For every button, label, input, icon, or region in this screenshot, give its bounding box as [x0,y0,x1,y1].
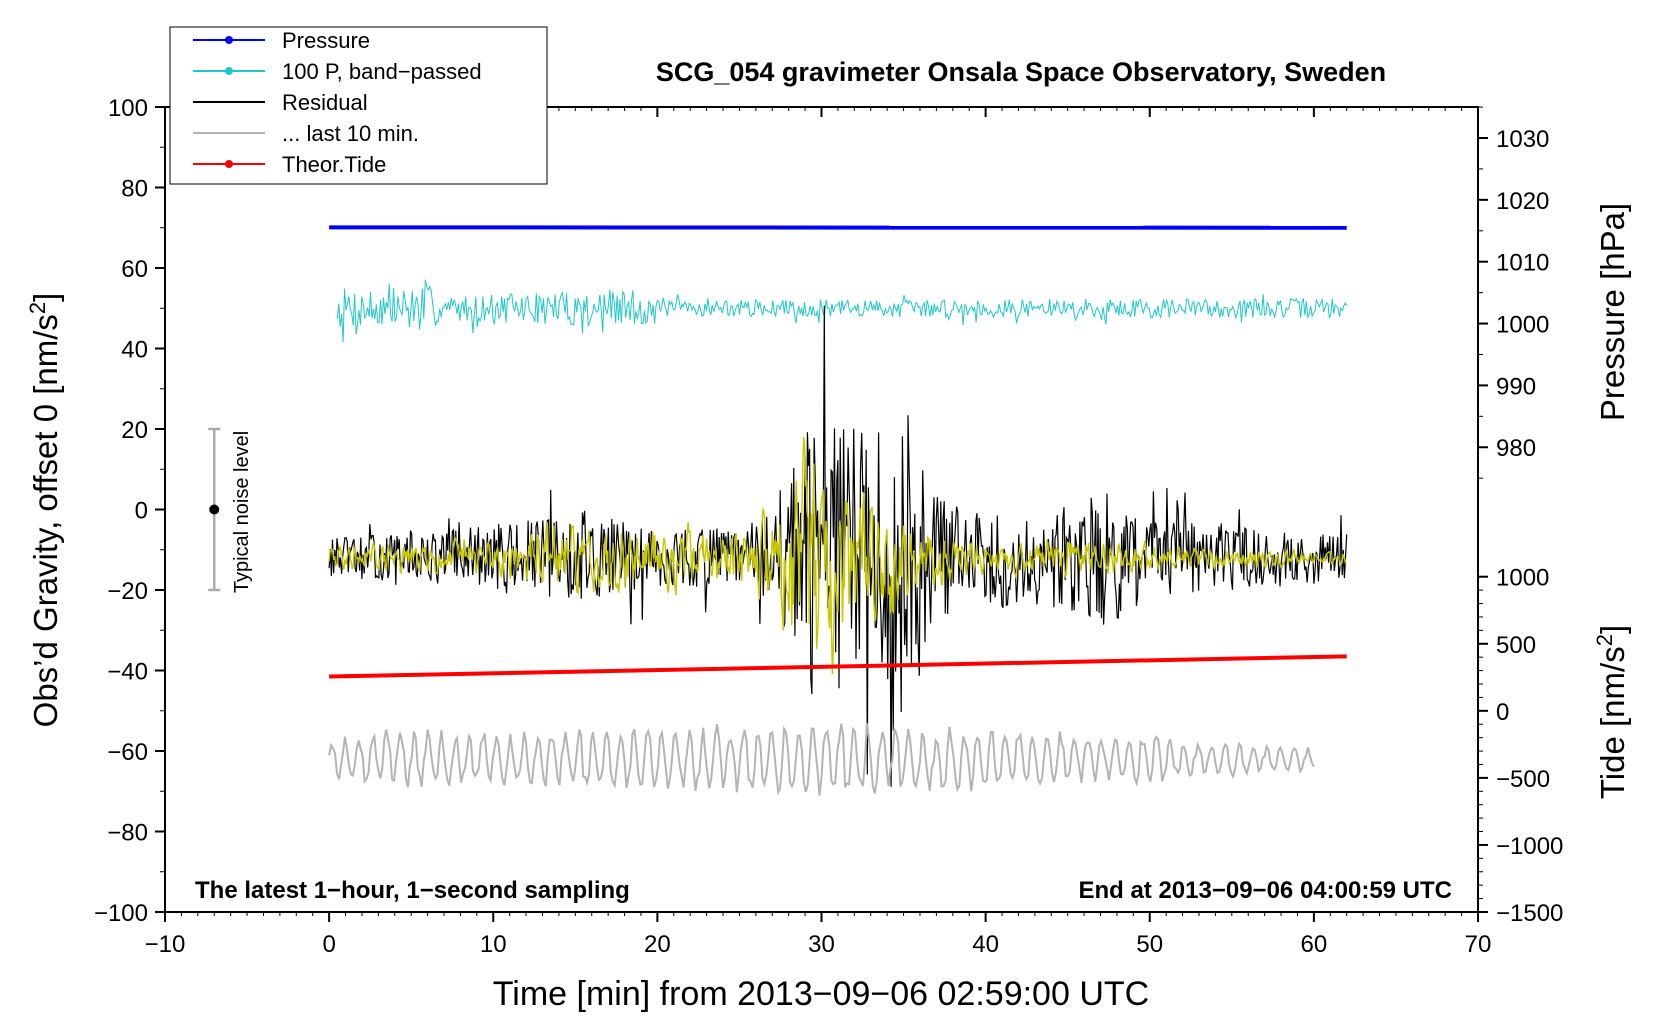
series-last-10-min [328,723,1315,797]
noise-label: Typical noise level [231,431,253,593]
tide-tick-label: −1500 [1496,900,1563,927]
y-tick-label: −60 [107,739,148,766]
legend-box [169,26,548,185]
legend-items: Pressure 100 P, band−passed Residual ... la… [193,28,482,177]
pressure-tick-label: 990 [1496,373,1536,400]
legend-marker [225,160,233,168]
y-axis-label-left: Obs’d Gravity, offset 0 [nm/s2] [25,293,64,728]
x-tick-label: 0 [322,931,335,958]
legend-label: Pressure [282,28,370,53]
note-sampling: The latest 1−hour, 1−second sampling [195,877,630,904]
y-tick-label: 100 [108,95,148,122]
series-100-p-band-passed [336,279,1348,343]
series-residual [328,305,1348,787]
x-tick-label: −10 [145,931,186,958]
y-axis-label-pressure: Pressure [hPa] [1594,203,1631,421]
x-tick-label: 20 [644,931,671,958]
legend-label: 100 P, band−passed [282,59,482,84]
y-axis-label-left-close: ] [27,293,64,302]
x-tick-label: 30 [808,931,835,958]
y-axis-label-tide: Tide [nm/s2] [1592,625,1631,799]
tide-tick-label: 0 [1496,699,1509,726]
x-tick-label: 50 [1136,931,1163,958]
y-tick-label: 60 [121,256,148,283]
noise-indicator: Typical noise level [208,427,253,593]
chart-title: SCG_054 gravimeter Onsala Space Observat… [656,57,1386,87]
y-tick-label: −40 [107,659,148,686]
axes-layer: −10 0 10 20 30 40 50 60 70−100−80−60−40−20020406… [94,95,1563,958]
y-tick-label: −80 [107,820,148,847]
note-end-time: End at 2013−09−06 04:00:59 UTC [1078,877,1452,904]
y-tick-label: −20 [107,578,148,605]
y-axis-label-left-sup: 2 [25,302,50,314]
y-tick-label: 80 [121,176,148,203]
x-tick-label: 70 [1465,931,1492,958]
series-layer [328,225,1348,797]
tide-tick-label: 1000 [1496,565,1549,592]
noise-bar-center-dot [209,504,220,515]
tide-tick-label: 500 [1496,632,1536,659]
y-axis-label-tide-main: Tide [nm/s [1594,646,1631,799]
y-tick-label: 40 [121,337,148,364]
legend-label: ... last 10 min. [282,121,419,146]
legend-marker [225,67,233,75]
y-tick-label: 0 [135,498,148,525]
tide-tick-label: −1000 [1496,833,1563,860]
x-tick-label: 10 [480,931,507,958]
x-tick-label: 60 [1301,931,1328,958]
pressure-tick-label: 1030 [1496,126,1549,153]
x-tick-label: 40 [972,931,999,958]
y-axis-label-tide-sup: 2 [1592,634,1617,646]
pressure-tick-label: 1020 [1496,188,1549,215]
pressure-tick-label: 980 [1496,435,1536,462]
tide-tick-label: −500 [1496,766,1550,793]
x-axis-label: Time [min] from 2013−09−06 02:59:00 UTC [493,975,1149,1013]
series-residual-smoothed [328,437,1347,675]
legend-marker [225,36,233,44]
y-axis-label-tide-close: ] [1594,625,1631,634]
pressure-tick-label: 1010 [1496,250,1549,277]
pressure-tick-label: 1000 [1496,312,1549,339]
legend-label: Theor.Tide [282,152,386,177]
series-theor-tide [329,654,1347,679]
legend-label: Residual [282,90,368,115]
y-tick-label: −100 [94,900,148,927]
y-axis-label-left-main: Obs’d Gravity, offset 0 [nm/s [27,314,64,727]
y-tick-label: 20 [121,417,148,444]
legend: Pressure 100 P, band−passed Residual ... la… [169,26,548,185]
